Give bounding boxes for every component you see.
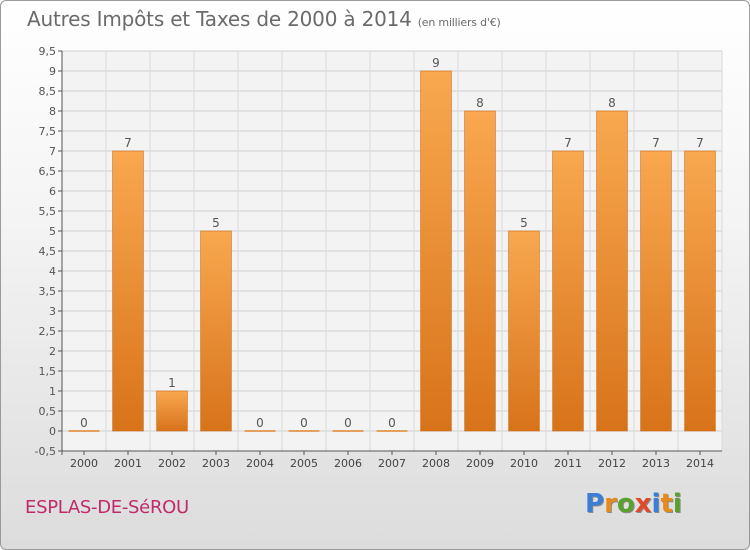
bar [508, 230, 540, 432]
y-tick-label: 5,5 [39, 205, 57, 218]
data-label: 0 [256, 416, 264, 430]
data-label: 5 [212, 216, 220, 230]
bar [552, 150, 584, 432]
data-label: 7 [564, 136, 572, 150]
data-label: 7 [124, 136, 132, 150]
bar [200, 230, 232, 432]
chart-unit: (en milliers d'€) [417, 16, 501, 29]
y-tick-label: 4,5 [39, 245, 57, 258]
data-label: 8 [476, 96, 484, 110]
x-tick-label: 2005 [290, 457, 318, 470]
logo-letter: i [651, 489, 661, 519]
y-tick-label: 3,5 [39, 285, 57, 298]
bar [464, 110, 496, 432]
bar [640, 150, 672, 432]
y-tick-label: 1 [49, 385, 56, 398]
y-tick-label: 9 [49, 65, 56, 78]
y-tick-label: 6,5 [39, 165, 57, 178]
x-tick-label: 2012 [598, 457, 626, 470]
x-tick-label: 2004 [246, 457, 274, 470]
logo-letter: o [616, 489, 635, 519]
commune-name: ESPLAS-DE-SéROU [25, 497, 189, 518]
bar [156, 390, 188, 432]
x-tick-label: 2009 [466, 457, 494, 470]
x-tick-label: 2011 [554, 457, 582, 470]
x-tick-label: 2008 [422, 457, 450, 470]
proxiti-logo: Proxiti [585, 489, 682, 519]
x-tick-label: 2000 [70, 457, 98, 470]
logo-letter: i [672, 489, 682, 519]
x-tick-label: 2003 [202, 457, 230, 470]
data-label: 0 [80, 416, 88, 430]
chart-title-text: Autres Impôts et Taxes de 2000 à 2014 [27, 7, 412, 31]
y-tick-label: 0 [49, 425, 56, 438]
data-label: 0 [344, 416, 352, 430]
y-tick-label: 8 [49, 105, 56, 118]
y-tick-label: 2,5 [39, 325, 57, 338]
x-tick-label: 2013 [642, 457, 670, 470]
y-tick-label: -0,5 [35, 445, 56, 458]
y-tick-label: 4 [49, 265, 56, 278]
data-label: 0 [388, 416, 396, 430]
y-tick-label: 2 [49, 345, 56, 358]
y-tick-label: 9,5 [39, 45, 57, 58]
logo-letter: P [585, 489, 605, 519]
x-tick-label: 2010 [510, 457, 538, 470]
x-tick-label: 2002 [158, 457, 186, 470]
chart-title: Autres Impôts et Taxes de 2000 à 2014 (en… [27, 7, 501, 31]
x-tick-label: 2007 [378, 457, 406, 470]
data-label: 8 [608, 96, 616, 110]
y-tick-label: 5 [49, 225, 56, 238]
y-tick-label: 3 [49, 305, 56, 318]
logo-letter: r [604, 489, 617, 519]
bar [684, 150, 716, 432]
x-tick-label: 2001 [114, 457, 142, 470]
bars [68, 70, 716, 432]
data-label: 1 [168, 376, 176, 390]
bar [596, 110, 628, 432]
data-label: 9 [432, 56, 440, 70]
data-label: 7 [696, 136, 704, 150]
y-tick-label: 8,5 [39, 85, 57, 98]
bar [112, 150, 144, 432]
data-label: 5 [520, 216, 528, 230]
logo-letter: x [634, 489, 652, 519]
y-tick-label: 6 [49, 185, 56, 198]
x-axis: 2000 2001 2002 2003 2004 2005 2006 2007 2008 2009… [62, 450, 722, 470]
data-label: 7 [652, 136, 660, 150]
bar [420, 70, 452, 432]
x-tick-label: 2014 [686, 457, 714, 470]
data-label: 0 [300, 416, 308, 430]
y-tick-label: 7 [49, 145, 56, 158]
data-labels: 0 7 1 5 0 0 0 0 9 8 5 7 8 7 7 [80, 56, 704, 430]
logo-letter: t [660, 489, 673, 519]
x-tick-label: 2006 [334, 457, 362, 470]
y-tick-label: 0,5 [39, 405, 57, 418]
y-tick-label: 1,5 [39, 365, 57, 378]
y-tick-label: 7,5 [39, 125, 57, 138]
y-axis: -0,5 0 0,5 1 1,5 2 2,5 3 3,5 4 4,5 5 5,5 6 6,5 7 7,5 8 8,5… [35, 45, 63, 458]
